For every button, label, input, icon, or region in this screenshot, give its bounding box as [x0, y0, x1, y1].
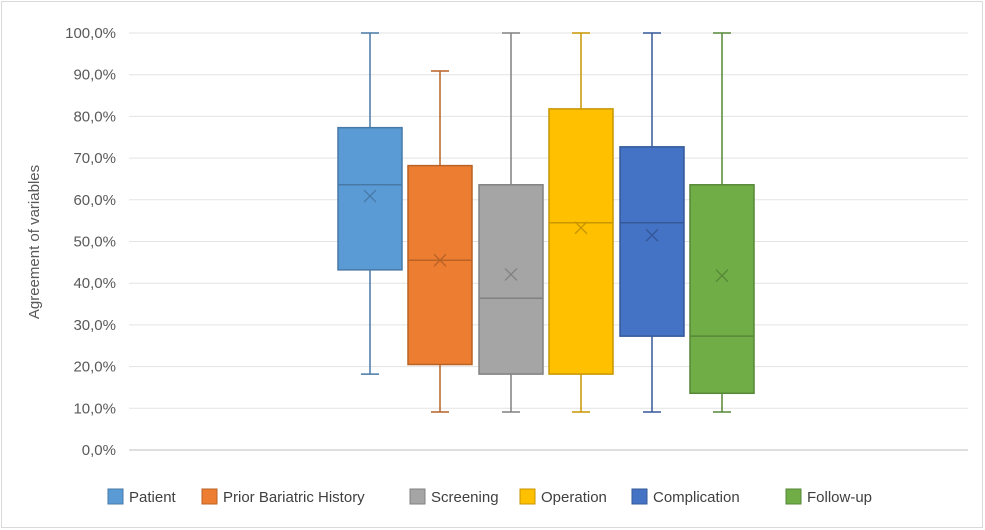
legend: Patient Prior Bariatric History Screening O… [107, 488, 872, 506]
legend-item: Complication [631, 488, 740, 506]
legend-label: Complication [653, 489, 740, 506]
box-follow-up [689, 32, 755, 413]
y-tick-label: 90,0% [73, 67, 116, 84]
mean-marker [715, 269, 729, 283]
mean-marker [363, 189, 377, 203]
y-tick-label: 40,0% [73, 275, 116, 292]
legend-label: Operation [541, 489, 607, 506]
box-patient [337, 32, 403, 375]
legend-item: Screening [409, 488, 499, 506]
y-tick-label: 0,0% [82, 442, 116, 459]
iqr-box [689, 184, 755, 395]
legend-item: Prior Bariatric History [201, 488, 365, 506]
legend-item: Follow-up [785, 488, 872, 506]
box-screening [478, 32, 544, 413]
box-series [337, 32, 755, 413]
legend-swatch [519, 488, 536, 505]
y-tick-label: 60,0% [73, 192, 116, 209]
iqr-box [337, 126, 403, 271]
iqr-box [548, 108, 614, 375]
y-tick-label: 30,0% [73, 317, 116, 334]
iqr-box [407, 164, 473, 366]
legend-swatch [107, 488, 124, 505]
y-tick-label: 20,0% [73, 359, 116, 376]
y-tick-label: 50,0% [73, 234, 116, 251]
mean-marker [433, 253, 447, 267]
y-tick-label: 10,0% [73, 400, 116, 417]
mean-marker [504, 267, 518, 281]
box-complication [619, 32, 685, 413]
iqr-box [619, 146, 685, 337]
y-axis-title: Agreement of variables [26, 165, 43, 319]
legend-label: Screening [431, 489, 499, 506]
y-tick-label: 80,0% [73, 108, 116, 125]
legend-swatch [785, 488, 802, 505]
y-tick-label: 100,0% [65, 25, 116, 42]
mean-marker [574, 221, 588, 235]
iqr-box [478, 184, 544, 375]
mean-marker [645, 228, 659, 242]
legend-label: Patient [129, 489, 177, 506]
legend-label: Prior Bariatric History [223, 489, 365, 506]
y-axis-tick-labels: 0,0% 10,0% 20,0% 30,0% 40,0% 50,0% 60,0% 70,0% 8… [65, 25, 116, 459]
legend-swatch [409, 488, 426, 505]
legend-item: Operation [519, 488, 607, 506]
y-tick-label: 70,0% [73, 150, 116, 167]
legend-swatch [201, 488, 218, 505]
box-operation [548, 32, 614, 413]
legend-label: Follow-up [807, 489, 872, 506]
box-prior-bariatric-history [407, 70, 473, 413]
legend-swatch [631, 488, 648, 505]
legend-item: Patient [107, 488, 177, 506]
